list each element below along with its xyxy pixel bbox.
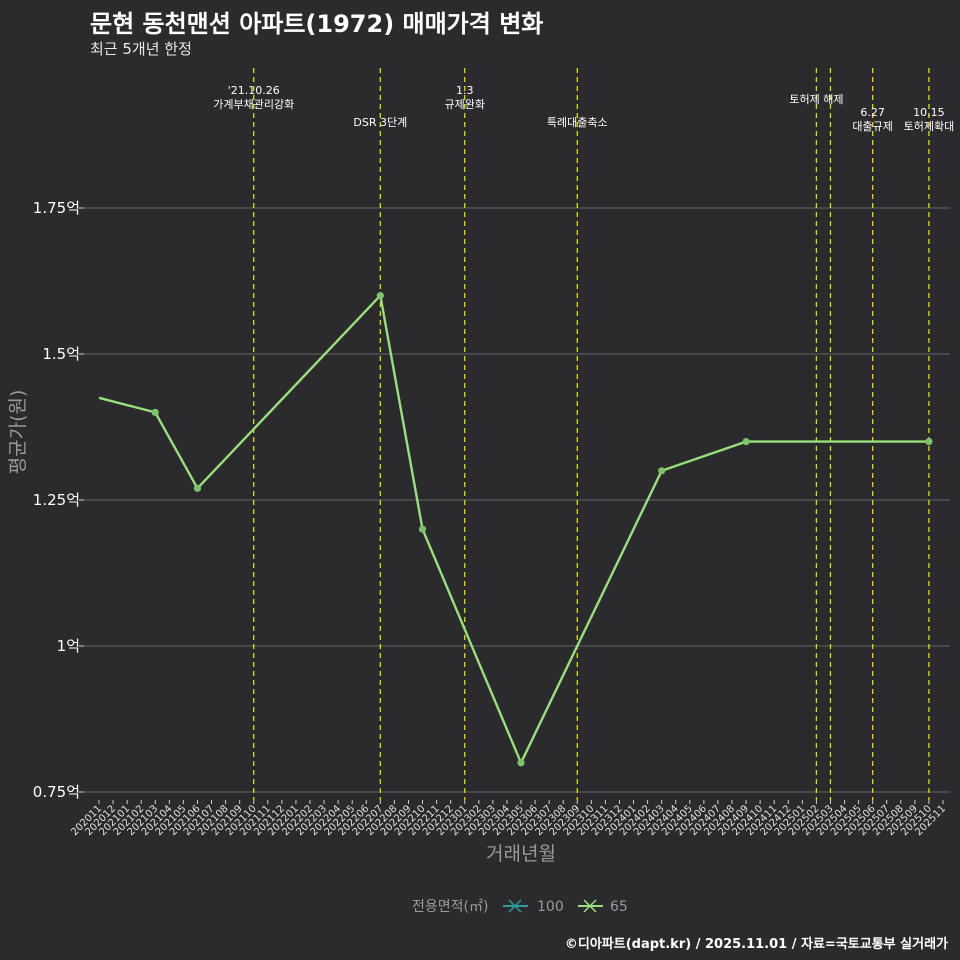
policy-label-202207-0: DSR 3단계 bbox=[353, 116, 407, 129]
y-axis-ticks: 0.75억 1억 1.25억 1.5억 1.75억 bbox=[33, 199, 84, 801]
policy-label-202110-0: '21.10.26 bbox=[228, 84, 280, 97]
legend-entry-65: 65 bbox=[578, 899, 628, 915]
data-point-65-202106 bbox=[193, 484, 202, 492]
data-point-65-202103 bbox=[151, 408, 159, 416]
y-tick-label-2: 1.25억 bbox=[33, 491, 80, 509]
policy-label-202309-0: 특례대출축소 bbox=[547, 116, 608, 129]
y-axis-title: 평균가(원) bbox=[7, 390, 29, 475]
policy-label-202502-0: 토허제 해제 bbox=[789, 92, 843, 106]
y-tick-label-3: 1.5억 bbox=[42, 345, 80, 363]
y-tick-label-4: 1.75억 bbox=[33, 199, 80, 217]
data-point-65-202210 bbox=[418, 525, 427, 533]
data-point-65-202403 bbox=[658, 467, 666, 475]
data-point-65-202207 bbox=[376, 292, 384, 300]
x-axis-ticks: 2020112020122021012021022021032021042021… bbox=[69, 800, 948, 838]
policy-label-202110-1: 가계부채관리강화 bbox=[213, 98, 294, 111]
legend-cross-65-b bbox=[583, 899, 597, 913]
y-tick-label-0: 0.75억 bbox=[33, 783, 80, 801]
policy-label-202506-1: 대출규제 bbox=[852, 120, 892, 133]
data-point-65-202510 bbox=[925, 438, 933, 446]
source-caption: ©디아파트(dapt.kr) / 2025.11.01 / 자료=국토교통부 실… bbox=[564, 937, 948, 952]
legend-title: 전용면적(㎡) bbox=[412, 899, 488, 915]
x-axis-title: 거래년월 bbox=[486, 843, 556, 865]
y-tick-label-1: 1억 bbox=[57, 637, 80, 655]
policy-label-202510-1: 토허제확대 bbox=[904, 120, 955, 133]
chart-subtitle: 최근 5개년 한정 bbox=[90, 40, 192, 58]
legend-entry-100: 100 bbox=[503, 899, 564, 915]
policy-label-202301-1: 규제완화 bbox=[444, 98, 484, 111]
policy-label-202510-0: 10.15 bbox=[913, 106, 945, 119]
legend-cross-100-b bbox=[508, 899, 522, 913]
data-point-65-202409 bbox=[742, 438, 750, 446]
series-line-65 bbox=[98, 294, 929, 764]
grid-layer bbox=[84, 207, 950, 793]
data-point-65-202305 bbox=[517, 759, 525, 767]
chart-title: 문현 동천맨션 아파트(1972) 매매가격 변화 bbox=[90, 10, 544, 38]
legend: 전용면적(㎡) 100 65 bbox=[412, 899, 628, 915]
policy-label-202506-0: 6.27 bbox=[860, 106, 885, 119]
policy-label-202301-0: 1.3 bbox=[456, 84, 474, 97]
policy-lines bbox=[253, 68, 930, 800]
series-layer bbox=[98, 292, 933, 767]
legend-label-100: 100 bbox=[537, 899, 564, 915]
legend-label-65: 65 bbox=[610, 899, 628, 915]
